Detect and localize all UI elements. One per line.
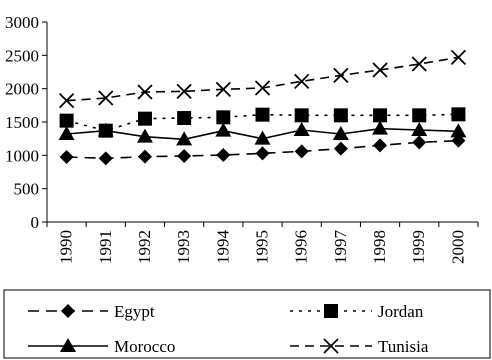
legend-marker-tunisia: [323, 338, 339, 354]
data-point-jordan: [294, 108, 309, 123]
legend-label-morocco: Morocco: [114, 337, 175, 356]
data-point-jordan: [177, 111, 192, 125]
legend-item-tunisia: Tunisia: [290, 337, 429, 356]
legend-label-jordan: Jordan: [378, 302, 424, 321]
data-point-egypt: [98, 151, 113, 166]
data-point-jordan: [412, 108, 427, 123]
data-point-morocco: [372, 120, 389, 135]
y-tick-label: 1000: [5, 146, 39, 165]
data-point-egypt: [333, 141, 348, 156]
data-point-tunisia: [176, 83, 192, 99]
legend-item-morocco: Morocco: [28, 337, 175, 356]
y-axis: 0 500 1000 1500 2000 2500 3000: [5, 13, 48, 232]
data-point-jordan: [451, 107, 466, 122]
data-point-egypt: [137, 149, 152, 164]
x-marker-stroke: [58, 93, 75, 109]
data-point-morocco: [450, 123, 467, 138]
x-marker-stroke: [215, 81, 231, 97]
data-point-tunisia: [58, 93, 75, 109]
x-marker-stroke: [323, 338, 339, 354]
x-tick-label: 1992: [135, 230, 154, 264]
data-point-tunisia: [450, 49, 467, 65]
data-point-tunisia: [215, 81, 231, 97]
data-point-tunisia: [254, 80, 271, 96]
x-tick-label: 1994: [213, 230, 232, 265]
data-point-morocco: [411, 122, 428, 136]
data-point-egypt: [373, 138, 388, 153]
legend-label-tunisia: Tunisia: [378, 337, 429, 356]
x-marker-stroke: [137, 84, 153, 100]
data-point-tunisia: [294, 73, 310, 89]
x-marker-stroke: [98, 90, 114, 106]
data-point-jordan: [255, 107, 270, 122]
x-tick-label: 1999: [409, 230, 428, 264]
data-point-egypt: [255, 146, 270, 161]
data-point-morocco: [332, 126, 349, 140]
series-line-tunisia: [66, 56, 459, 102]
x-axis: 1990 1991 1992 1993 1994 1995 1996 1997 1998 1999…: [46, 221, 479, 265]
x-tick-label: 1997: [331, 230, 350, 265]
legend: Egypt Jordan Morocco Tunisia: [3, 289, 491, 359]
x-tick-label: 1993: [174, 230, 193, 264]
x-tick-label: 1995: [253, 230, 272, 264]
data-point-morocco: [136, 128, 153, 143]
x-marker-stroke: [294, 73, 310, 89]
x-marker-stroke: [372, 62, 388, 78]
y-tick-label: 0: [31, 213, 40, 232]
legend-item-jordan: Jordan: [290, 302, 424, 321]
data-point-egypt: [412, 135, 427, 150]
series-line-egypt: [66, 139, 459, 160]
data-point-morocco: [97, 122, 114, 137]
data-point-morocco: [58, 126, 75, 140]
legend-marker-egypt: [61, 304, 75, 318]
data-point-tunisia: [411, 56, 427, 72]
data-point-egypt: [294, 144, 309, 159]
data-point-tunisia: [372, 62, 388, 78]
legend-item-egypt: Egypt: [28, 302, 155, 321]
data-point-morocco: [176, 131, 193, 146]
data-point-tunisia: [333, 67, 349, 83]
data-point-tunisia: [98, 90, 114, 106]
x-marker-stroke: [333, 67, 349, 83]
data-point-jordan: [373, 108, 388, 123]
x-tick-label: 1990: [57, 230, 76, 264]
x-tick-label: 1998: [370, 230, 389, 264]
series-layer: [58, 49, 467, 166]
y-tick-label: 500: [14, 180, 40, 199]
data-point-tunisia: [137, 84, 153, 100]
data-point-jordan: [216, 110, 231, 125]
x-marker-stroke: [411, 56, 427, 72]
data-point-jordan: [59, 113, 74, 128]
data-point-morocco: [215, 122, 232, 137]
data-point-egypt: [59, 150, 74, 164]
data-point-morocco: [293, 122, 310, 136]
x-tick-label: 2000: [448, 230, 467, 264]
legend-marker-morocco: [60, 338, 76, 352]
series-tunisia: [58, 49, 467, 109]
legend-marker-jordan: [324, 304, 338, 318]
data-point-egypt: [177, 149, 192, 163]
y-tick-label: 3000: [5, 13, 39, 32]
x-marker-stroke: [450, 49, 467, 65]
y-tick-label: 1500: [5, 113, 39, 132]
data-point-jordan: [333, 108, 348, 123]
y-tick-label: 2500: [5, 46, 39, 65]
data-point-egypt: [216, 148, 231, 162]
data-point-jordan: [137, 111, 152, 126]
x-marker-stroke: [176, 83, 192, 99]
series-morocco: [58, 120, 467, 146]
x-tick-label: 1991: [96, 230, 115, 264]
x-marker-stroke: [254, 80, 271, 96]
data-point-morocco: [254, 130, 271, 145]
x-tick-label: 1996: [292, 230, 311, 264]
y-tick-label: 2000: [5, 80, 39, 99]
legend-label-egypt: Egypt: [114, 302, 155, 321]
